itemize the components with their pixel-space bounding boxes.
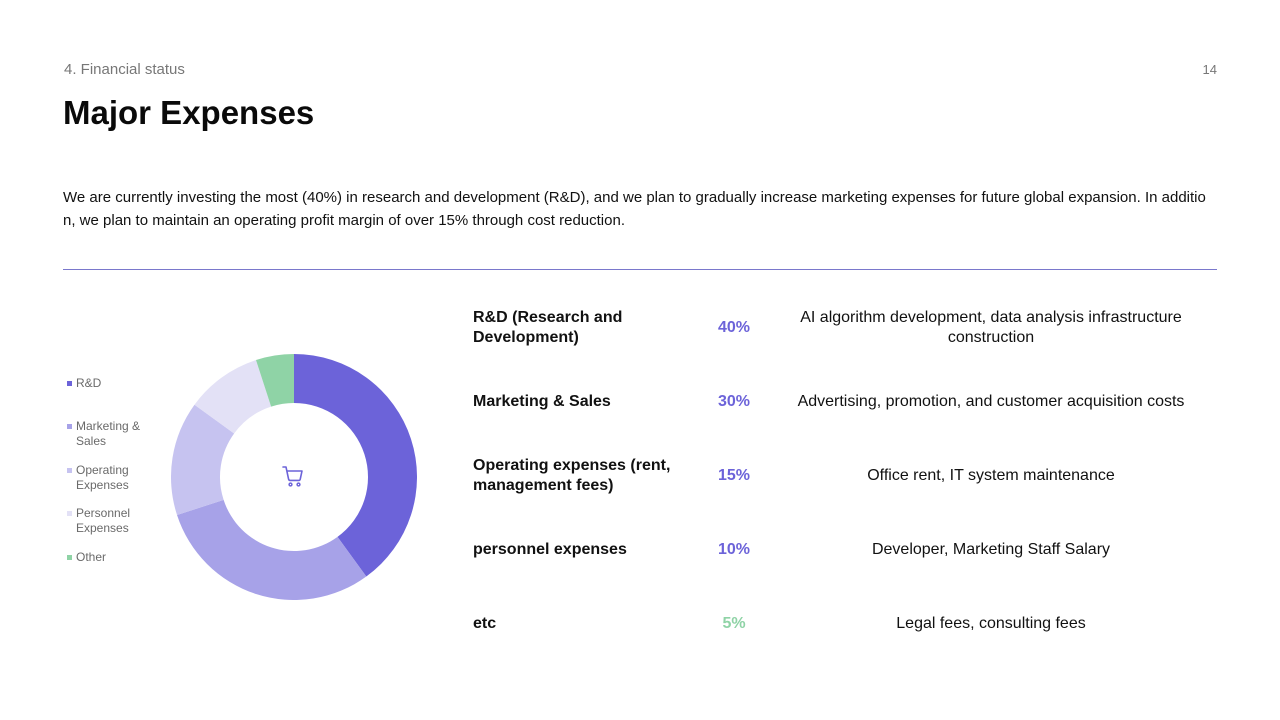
legend-label: Operating Expenses (76, 463, 129, 492)
donut-slice (171, 404, 235, 516)
section-divider (63, 269, 1217, 270)
intro-paragraph: We are currently investing the most (40%… (63, 189, 1206, 229)
page-title: Major Expenses (63, 94, 315, 131)
expense-percent: 30% (717, 393, 751, 410)
expense-category: Marketing & Sales (473, 393, 611, 410)
legend-item: Personnel Expenses (67, 506, 157, 536)
legend-swatch (67, 468, 72, 473)
expense-description: Office rent, IT system maintenance (867, 467, 1115, 484)
table-row: R&D (Research and Development) 40% AI algo… (473, 300, 1223, 356)
expense-category: R&D (Research and Development) (473, 309, 623, 346)
legend-label: Marketing & Sales (76, 419, 141, 448)
donut-slice (194, 360, 272, 434)
expense-percent: 15% (717, 467, 751, 484)
expense-description: Advertising, promotion, and customer acq… (797, 393, 1185, 410)
expense-description: Developer, Marketing Staff Salary (871, 541, 1111, 558)
expense-donut-chart (171, 354, 417, 600)
table-row: Operating expenses (rent, management fee… (473, 448, 1223, 504)
shopping-cart-icon (282, 466, 303, 487)
legend-swatch (67, 555, 72, 560)
legend-label: R&D (76, 376, 102, 390)
donut-slice (177, 499, 367, 600)
legend-label: Personnel Expenses (76, 506, 131, 535)
expense-category: etc (473, 615, 497, 632)
expense-description: Legal fees, consulting fees (896, 615, 1086, 632)
expense-description: AI algorithm development, data analysis … (800, 309, 1182, 346)
legend-swatch (67, 381, 72, 386)
legend-swatch (67, 511, 72, 516)
expense-percent: 10% (717, 541, 751, 558)
donut-slice (294, 354, 417, 577)
page-number: 14 (1202, 62, 1217, 77)
table-row: personnel expenses 10% Developer, Marketin… (473, 522, 1223, 578)
expense-category: Operating expenses (rent, management fee… (473, 457, 671, 494)
expense-percent: 40% (717, 319, 751, 336)
donut-slice (255, 354, 294, 407)
legend-swatch (67, 424, 72, 429)
legend-item: Marketing & Sales (67, 419, 157, 449)
section-label: 4. Financial status (64, 61, 185, 78)
legend-label: Other (76, 550, 107, 564)
legend-item: R&D (67, 376, 157, 391)
legend-item: Other (67, 550, 157, 565)
expense-category: personnel expenses (473, 541, 627, 558)
expense-percent: 5% (722, 615, 746, 632)
table-row: etc 5% Legal fees, consulting fees (473, 596, 1223, 652)
legend-item: Operating Expenses (67, 463, 157, 493)
table-row: Marketing & Sales 30% Advertising, promoti… (473, 374, 1223, 430)
